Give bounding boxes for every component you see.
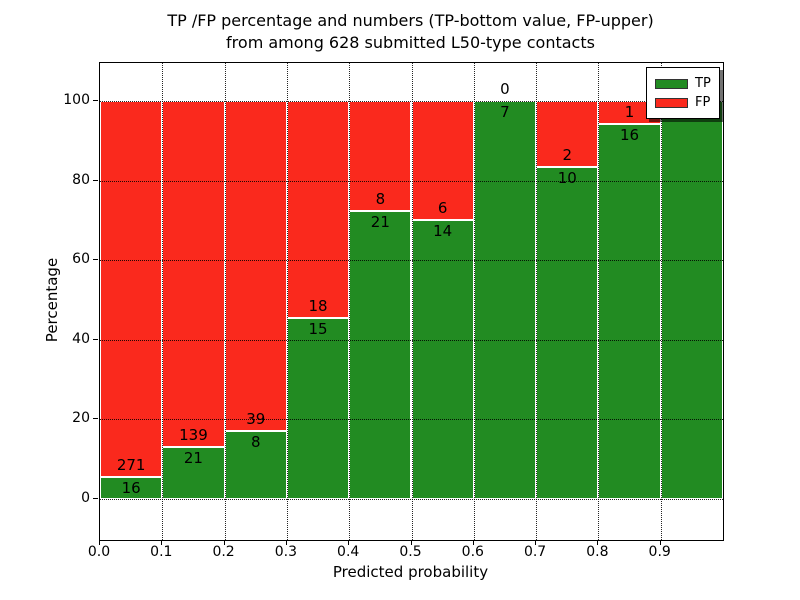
- y-tick-mark: [93, 418, 98, 420]
- x-tick-label: 0.5: [399, 544, 422, 560]
- x-tick-mark: [472, 540, 474, 545]
- bar-segment-fp: [286, 101, 350, 319]
- x-gridline: [162, 63, 164, 540]
- fp-count-label: 39: [246, 410, 266, 429]
- x-tick-label: 0.4: [337, 544, 360, 560]
- legend-item-fp: FP: [655, 94, 711, 111]
- fp-count-label: 139: [179, 425, 208, 444]
- bar-segment-tp: [224, 431, 287, 499]
- fp-count-label: 6: [437, 199, 448, 218]
- x-gridline: [411, 63, 413, 540]
- tp-count-label: 21: [370, 212, 390, 231]
- tp-count-label: 15: [308, 320, 328, 339]
- x-gridline: [660, 63, 662, 540]
- legend: TP FP: [646, 67, 720, 119]
- x-gridline: [349, 63, 351, 540]
- bar-segment-fp: [100, 101, 163, 477]
- x-tick-mark: [285, 540, 287, 545]
- x-tick-mark: [597, 540, 599, 545]
- x-tick-label: 0.9: [648, 544, 671, 560]
- y-tick-label: 80: [72, 171, 90, 188]
- chart-title-line2: from among 628 submitted L50-type contac…: [226, 33, 595, 52]
- x-tick-label: 0.8: [586, 544, 609, 560]
- x-gridline: [598, 63, 600, 540]
- x-tick-label: 0.6: [461, 544, 484, 560]
- x-gridline: [473, 63, 475, 540]
- y-tick-label: 100: [63, 92, 90, 108]
- y-tick-label: 40: [72, 330, 90, 347]
- legend-item-tp: TP: [655, 75, 711, 92]
- tp-count-label: 16: [121, 478, 141, 497]
- tp-count-label: 10: [557, 169, 577, 188]
- bar-segment-fp: [349, 101, 412, 211]
- x-tick-mark: [348, 540, 350, 545]
- x-tick-label: 0.7: [523, 544, 547, 560]
- y-tick-label: 60: [72, 251, 90, 268]
- fp-count-label: 8: [375, 189, 386, 208]
- x-gridline: [224, 63, 226, 540]
- y-tick-label: 0: [81, 490, 90, 506]
- fp-count-label: 0: [500, 80, 510, 98]
- x-tick-mark: [161, 540, 163, 545]
- bar-segment-tp: [100, 476, 163, 499]
- y-tick-mark: [93, 498, 98, 499]
- tp-swatch-icon: [655, 78, 688, 89]
- fp-count-label: 2: [562, 146, 573, 165]
- fp-count-label: 1: [624, 103, 635, 122]
- y-tick-mark: [93, 259, 98, 261]
- tp-count-label: 16: [619, 126, 640, 145]
- plot-area: 2711613921398181582161407210116016: [99, 62, 724, 541]
- bar-segment-fp: [224, 101, 287, 432]
- tp-count-label: 14: [433, 222, 453, 241]
- chart-title-line1: TP /FP percentage and numbers (TP-bottom…: [167, 11, 654, 30]
- legend-label-fp: FP: [695, 95, 711, 110]
- y-tick-mark: [93, 100, 98, 101]
- bar-segment-tp: [660, 101, 723, 499]
- bar-segment-tp: [411, 220, 474, 499]
- bar-segment-tp: [473, 101, 537, 499]
- fp-swatch-icon: [655, 97, 688, 108]
- legend-label-tp: TP: [695, 76, 711, 91]
- bar-segment-fp: [162, 101, 225, 447]
- x-tick-mark: [99, 540, 100, 545]
- x-tick-label: 0.0: [87, 544, 111, 560]
- bar-segment-tp: [286, 318, 350, 499]
- y-tick-mark: [93, 179, 98, 181]
- y-tick-mark: [93, 338, 98, 340]
- x-axis-label: Predicted probability: [332, 563, 489, 581]
- x-tick-mark: [223, 540, 225, 545]
- tp-count-label: 21: [183, 448, 203, 467]
- x-tick-mark: [535, 540, 537, 545]
- x-tick-mark: [659, 540, 661, 545]
- x-gridline: [536, 63, 538, 540]
- x-gridline: [286, 63, 288, 540]
- fp-count-label: 271: [116, 455, 146, 474]
- tp-count-label: 8: [250, 433, 261, 452]
- fp-count-label: 18: [308, 297, 328, 316]
- x-tick-label: 0.3: [274, 544, 298, 560]
- bar-segment-tp: [536, 167, 599, 499]
- bar-segment-tp: [162, 446, 225, 499]
- tp-count-label: 7: [500, 103, 510, 121]
- x-tick-label: 0.2: [212, 544, 235, 560]
- y-tick-label: 20: [72, 410, 90, 427]
- x-tick-mark: [410, 540, 412, 545]
- bar-segment-tp: [349, 210, 412, 499]
- x-tick-label: 0.1: [150, 544, 173, 560]
